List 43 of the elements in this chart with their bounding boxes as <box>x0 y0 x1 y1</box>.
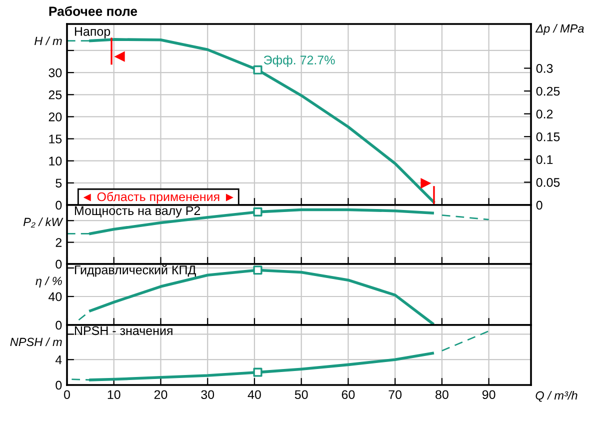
y-tick-label: 5 <box>56 178 62 188</box>
y-axis-title: P₂ / kW <box>23 218 64 228</box>
y-tick-label: 40 <box>48 292 62 302</box>
y2-tick-label: 0.1 <box>536 155 553 164</box>
y-tick-label: 20 <box>48 112 62 122</box>
y-axis-title: NPSH / m <box>10 338 62 346</box>
annotation: NPSH - значения <box>74 326 172 336</box>
y2-tick-label: 0 <box>536 200 542 210</box>
annotation: Мощность на валу P2 <box>74 206 200 218</box>
y-tick-label: 2 <box>56 238 62 247</box>
x-tick-label: 30 <box>201 390 214 400</box>
y-tick-label: 0 <box>56 320 62 330</box>
y2-tick-label: 0.05 <box>536 178 560 187</box>
y-tick-label: 15 <box>49 134 62 144</box>
annotation: Гидравлический КПД <box>74 264 196 277</box>
x-tick-label: 20 <box>154 390 168 400</box>
x-tick-label: 0 <box>64 390 70 400</box>
annotation: Эфф. 72.7% <box>264 55 335 67</box>
y2-tick-label: 0.25 <box>536 86 560 96</box>
x-tick-label: 10 <box>108 390 120 400</box>
y-tick-label: 4 <box>55 356 62 364</box>
y2-tick-label: 0.3 <box>536 64 553 73</box>
annotation: ◄ Область применения ► <box>83 192 234 204</box>
y-tick-label: 0 <box>56 380 62 390</box>
x-tick-label: 90 <box>482 390 496 400</box>
x-tick-label: 40 <box>248 390 261 400</box>
y-axis-title: η / % <box>36 276 62 288</box>
annotation: Напор <box>74 27 110 38</box>
chart-title: Рабочее поле <box>49 6 138 16</box>
y2-axis-title: Δp / MPa <box>535 24 584 36</box>
y-tick-label: 0 <box>56 200 62 210</box>
x-tick-label: 50 <box>294 390 308 400</box>
x-tick-label: 70 <box>388 390 402 400</box>
x-tick-label: 80 <box>436 390 448 400</box>
y-tick-label: 10 <box>49 156 62 166</box>
x-tick-label: 60 <box>342 390 355 400</box>
x-axis-title: Q / m³/h <box>536 391 578 402</box>
y-axis-title: H / m <box>34 36 62 46</box>
y2-tick-label: 0.15 <box>536 132 560 142</box>
y-tick-label: 25 <box>48 90 62 100</box>
y-tick-label: 30 <box>48 68 62 78</box>
y2-tick-label: 0.2 <box>536 110 553 118</box>
y-tick-label: 0 <box>56 260 62 269</box>
